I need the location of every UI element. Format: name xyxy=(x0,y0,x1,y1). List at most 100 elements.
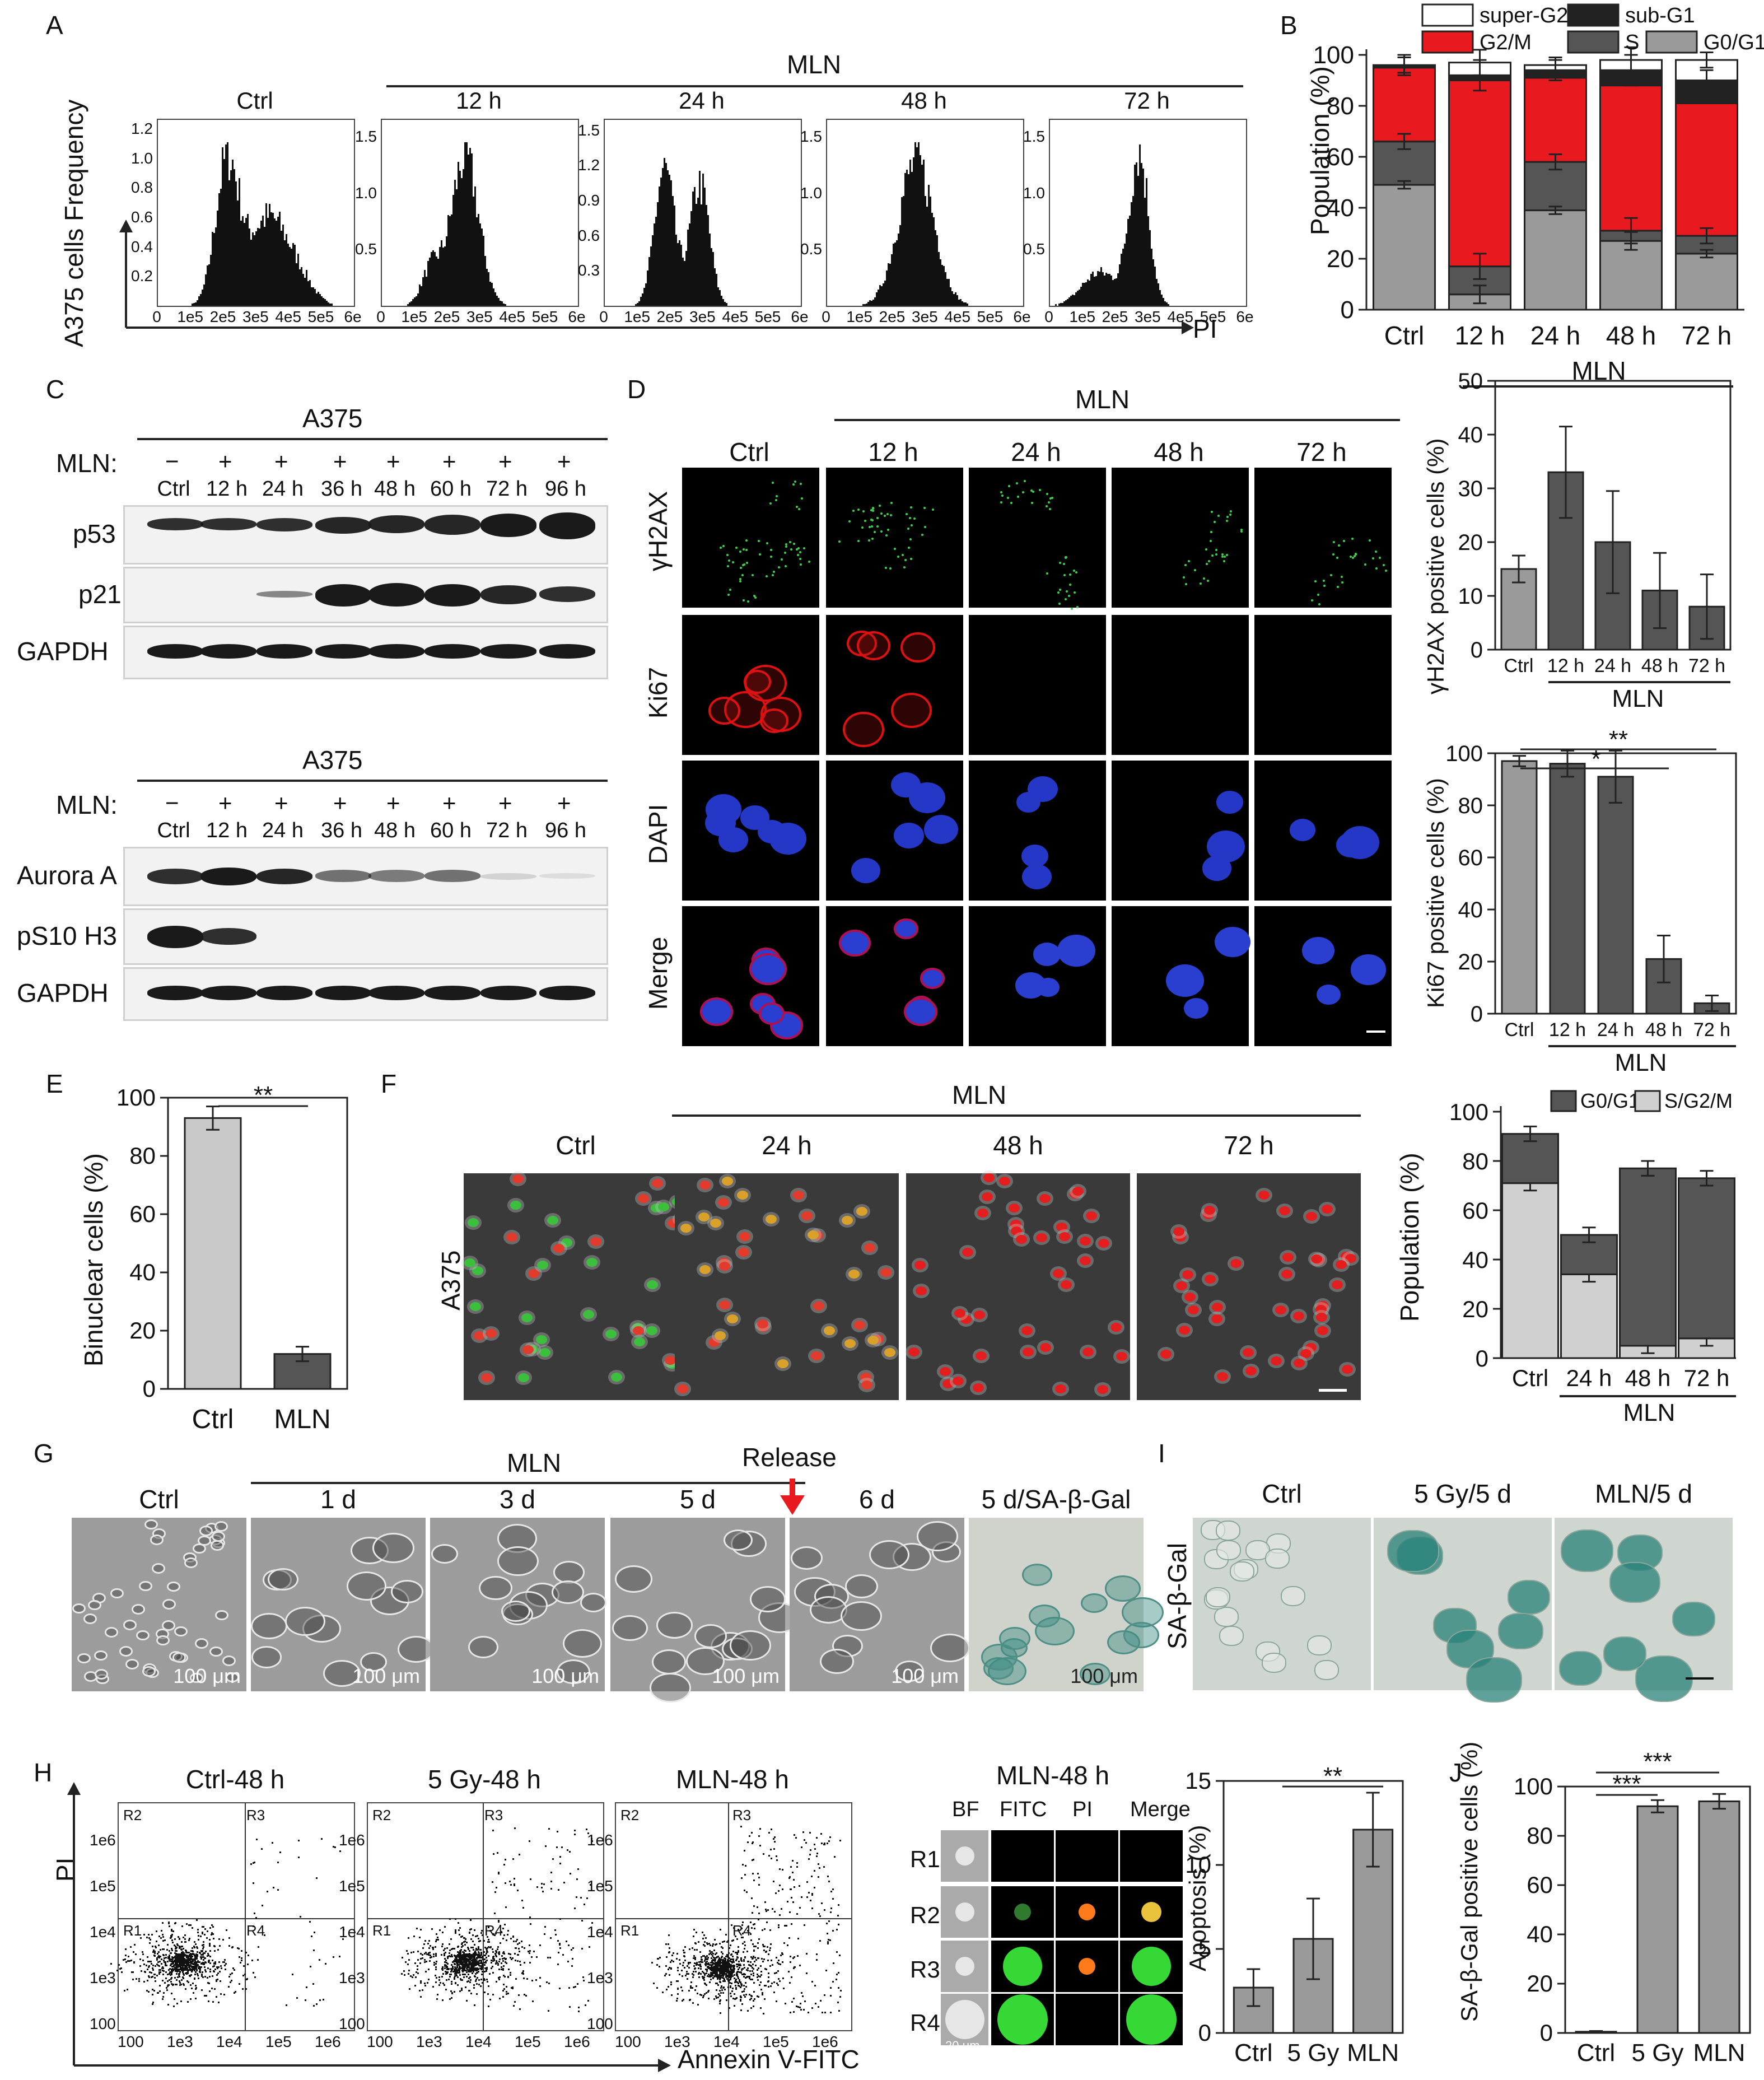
panel-a-histogram-bin xyxy=(328,302,329,306)
panel-f-cell xyxy=(586,1258,598,1267)
panel-c-letter: C xyxy=(46,375,65,404)
panel-a-histogram-bin xyxy=(899,225,901,306)
panel-d-foci xyxy=(1075,571,1077,573)
panel-a-xtick-label: 6e xyxy=(568,308,586,325)
panel-a-histogram-bin xyxy=(217,210,218,306)
panel-d-group-line xyxy=(834,419,1400,421)
panel-a-histogram-bin xyxy=(655,217,657,306)
panel-d-foci xyxy=(800,483,802,486)
panel-a-histogram-bin xyxy=(950,287,951,306)
panel-c-band xyxy=(480,873,536,880)
panel-a-histogram-bin xyxy=(259,228,260,306)
panel-a-xtick-label: 3e5 xyxy=(466,308,493,325)
panel-b-ytick-label: 100 xyxy=(1313,41,1354,69)
panel-c-sign: + xyxy=(386,790,400,816)
panel-a-histogram-bin xyxy=(299,269,301,306)
panel-c-band xyxy=(424,644,480,659)
panel-a-histogram-bin xyxy=(503,303,505,306)
panel-a-histogram-bin xyxy=(923,160,925,306)
panel-b-legend-swatch xyxy=(1567,3,1620,27)
panel-c-band xyxy=(480,585,536,604)
panel-a-ytick-label: 1.2 xyxy=(578,156,600,174)
panel-c-lane-label: 60 h xyxy=(430,477,472,501)
panel-j-sig-label: *** xyxy=(1612,1770,1641,1798)
panel-a-histogram-bin xyxy=(951,291,953,306)
panel-c-lane-label: 24 h xyxy=(262,819,304,842)
panel-d-foci xyxy=(890,501,893,504)
panel-c-lane-label: 48 h xyxy=(374,477,416,501)
panel-a-histogram-bin xyxy=(329,303,331,306)
panel-c-lane-label: 48 h xyxy=(374,819,416,842)
panel-a-histogram-bin xyxy=(257,227,259,306)
panel-c-sign: + xyxy=(498,790,512,816)
panel-d-foci xyxy=(753,594,756,597)
panel-a-histogram-bin xyxy=(444,246,446,306)
panel-c-cell-label: A375 xyxy=(302,745,363,775)
panel-d-nucleus xyxy=(903,997,937,1026)
panel-a-histogram-bin xyxy=(451,214,452,306)
panel-d-foci xyxy=(1007,497,1009,500)
panel-d-foci xyxy=(735,547,738,549)
panel-d-group-label: MLN xyxy=(1075,385,1130,414)
panel-a-xtick-label: 3e5 xyxy=(242,308,269,325)
panel-d-nucleus xyxy=(890,772,921,798)
panel-d-foci xyxy=(910,524,913,527)
panel-d-foci xyxy=(784,552,787,554)
panel-d-micrograph xyxy=(969,615,1106,755)
panel-d-foci xyxy=(778,566,781,568)
panel-b-legend-swatch xyxy=(1567,30,1620,54)
panel-c-band xyxy=(368,515,424,533)
panel-a-histogram-bin xyxy=(879,285,881,306)
panel-a-histogram-bin xyxy=(493,288,494,306)
panel-b-legend-label: sub-G1 xyxy=(1625,4,1695,27)
panel-a-histogram-bin xyxy=(439,246,441,306)
panel-a-histogram-bin xyxy=(1152,259,1154,306)
panel-a-xtick-label: 6e xyxy=(344,308,362,325)
panel-a-ytick-label: 0.2 xyxy=(131,267,153,285)
panel-c-band xyxy=(315,584,371,607)
panel-a-histogram-bin xyxy=(1121,253,1122,306)
panel-a-histogram-bin xyxy=(946,278,948,306)
panel-f-cell xyxy=(474,1331,486,1341)
panel-a-histogram-bin xyxy=(635,304,637,306)
panel-a-xtick-label: 0 xyxy=(599,308,608,325)
panel-d-foci xyxy=(801,497,804,500)
panel-a-histogram-bin xyxy=(936,235,938,306)
panel-d-foci xyxy=(1187,560,1190,563)
panel-a-histogram-bin xyxy=(1065,300,1067,306)
panel-d-foci xyxy=(861,526,864,529)
panel-d-foci xyxy=(769,548,772,551)
panel-d-bottom-ytick-label: 60 xyxy=(1458,846,1483,870)
panel-d-nucleus xyxy=(743,669,771,694)
panel-d-nucleus xyxy=(1317,984,1341,1005)
panel-d-foci xyxy=(1332,553,1335,556)
panel-a-histogram-bin xyxy=(948,278,950,306)
panel-a-histogram-bin xyxy=(1107,274,1109,306)
panel-a-histogram-bin xyxy=(213,232,215,306)
panel-a-histogram-bin xyxy=(1124,244,1126,306)
panel-d-foci xyxy=(1329,573,1332,576)
panel-c-sign: + xyxy=(274,790,288,816)
panel-a-histogram-bin xyxy=(660,178,662,306)
panel-a-histogram-bin xyxy=(421,286,422,306)
panel-a-histogram-bin xyxy=(454,180,456,306)
panel-a-histogram-bin xyxy=(311,287,312,306)
panel-c-band xyxy=(424,515,480,535)
panel-a-xtick-label: 5e5 xyxy=(531,308,558,325)
panel-f-cell xyxy=(605,1329,617,1339)
panel-a-histogram-bin xyxy=(1137,175,1139,306)
panel-a-histogram-bin xyxy=(501,301,503,306)
panel-a-histogram-bin xyxy=(891,254,893,306)
panel-a-histogram-bin xyxy=(318,292,319,306)
panel-a-histogram-bin xyxy=(486,269,488,306)
panel-d-foci xyxy=(1205,548,1208,551)
panel-d-nucleus xyxy=(851,858,880,883)
panel-d-foci xyxy=(890,514,892,516)
panel-d-foci xyxy=(1062,563,1065,566)
panel-d-foci xyxy=(729,589,732,591)
panel-a-histogram-frame xyxy=(157,119,355,307)
panel-e-letter: E xyxy=(46,1069,63,1098)
panel-d-foci xyxy=(769,555,772,558)
panel-a-histogram-bin xyxy=(696,203,697,306)
panel-d-foci xyxy=(1229,513,1232,516)
